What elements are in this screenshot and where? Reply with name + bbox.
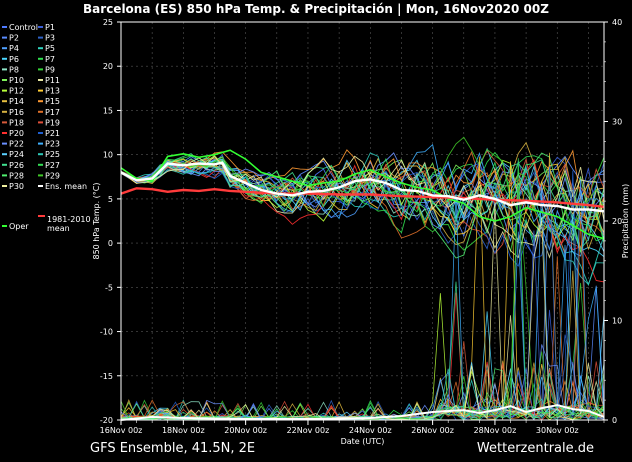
legend-label: 1981-2010	[47, 215, 91, 224]
x-tick-label: 20Nov 00z	[224, 426, 267, 435]
legend-label: P22	[9, 140, 24, 149]
x-tick-label: 24Nov 00z	[349, 426, 392, 435]
legend-label: P23	[45, 140, 60, 149]
legend-label: P7	[45, 55, 55, 64]
mean-lines	[120, 149, 605, 421]
legend-label: P1	[45, 23, 55, 32]
model-info: GFS Ensemble, 41.5N, 2E	[90, 441, 256, 456]
legend-label: P29	[45, 171, 60, 180]
x-tick-label: 16Nov 00z	[100, 426, 143, 435]
legend-label: P2	[9, 34, 19, 43]
legend-label: P30	[9, 182, 24, 191]
y2-tick-label: 10	[612, 317, 622, 326]
precip-ens-mean-line	[120, 404, 605, 421]
legend: Control P1 P2 P3 P4 P5 P6 P7 P8 P9 P10 P11 P12 P13 P14…	[2, 23, 91, 233]
y-tick-label: 10	[103, 151, 113, 160]
legend-label: P6	[9, 55, 19, 64]
legend-label: P26	[9, 161, 24, 170]
y2-axis-label: Precipitation (mm)	[621, 184, 630, 258]
y2-tick-label: 40	[612, 18, 622, 27]
member-line-p16	[120, 141, 605, 251]
legend-label: P18	[9, 118, 24, 127]
member-line-p29	[120, 136, 605, 239]
legend-label: Oper	[9, 222, 29, 231]
legend-label: P4	[9, 44, 19, 53]
member-lines	[120, 136, 605, 287]
legend-label: P3	[45, 34, 55, 43]
legend-label: P21	[45, 129, 60, 138]
y2-tick-label: 30	[612, 118, 622, 127]
y-tick-label: -5	[105, 283, 113, 292]
legend-label: P24	[9, 150, 24, 159]
y-tick-label: -20	[100, 416, 113, 425]
chart-title: Barcelona (ES) 850 hPa Temp. & Precipita…	[83, 2, 549, 16]
legend-label: P15	[45, 97, 60, 106]
legend-label: P16	[9, 108, 24, 117]
legend-label: P20	[9, 129, 24, 138]
y-tick-label: 15	[103, 106, 113, 115]
member-line-p30	[120, 155, 605, 246]
member-line-p5	[120, 156, 605, 287]
y-tick-label: 5	[108, 195, 113, 204]
y-tick-label: 20	[103, 62, 113, 71]
legend-label: P27	[45, 161, 60, 170]
legend-label: Ens. mean	[45, 182, 87, 191]
member-line-p25	[120, 152, 605, 286]
member-line-p23	[120, 143, 605, 257]
legend-label: P13	[45, 87, 60, 96]
x-tick-label: 30Nov 00z	[536, 426, 579, 435]
legend-label: P14	[9, 97, 24, 106]
y2-tick-label: 0	[612, 416, 617, 425]
legend-label: P17	[45, 108, 60, 117]
y-axis-label: 850 hPa Temp. (°C)	[92, 182, 101, 259]
y-tick-label: -15	[100, 372, 113, 381]
legend-label: P28	[9, 171, 24, 180]
source-credit: Wetterzentrale.de	[476, 441, 594, 456]
legend-label: P19	[45, 118, 60, 127]
legend-label: Control	[9, 23, 38, 32]
member-line-p17	[120, 150, 605, 255]
legend-label: P9	[45, 65, 55, 74]
legend-label: P8	[9, 65, 19, 74]
oper-line	[120, 149, 605, 240]
y-tick-label: 0	[108, 239, 113, 248]
legend-label: P5	[45, 44, 55, 53]
x-axis-label: Date (UTC)	[341, 437, 385, 446]
legend-label: P25	[45, 150, 60, 159]
x-tick-label: 18Nov 00z	[162, 426, 205, 435]
x-tick-label: 28Nov 00z	[474, 426, 517, 435]
precip-line-p17	[120, 220, 605, 421]
y-tick-label: 25	[103, 18, 113, 27]
legend-label: mean	[47, 224, 70, 233]
legend-label: P11	[45, 76, 60, 85]
y-tick-label: -10	[100, 328, 113, 337]
member-line-p14	[120, 157, 605, 229]
legend-label: P10	[9, 76, 24, 85]
x-tick-label: 22Nov 00z	[287, 426, 330, 435]
x-tick-label: 26Nov 00z	[411, 426, 454, 435]
y2-tick-label: 20	[612, 217, 622, 226]
ens-mean-line	[120, 161, 605, 213]
axes: 25 20 15 10 5 0 -5 -10 -15 -20 40 30 20 10 0 16Nov 00z 1…	[92, 18, 630, 446]
climate-mean-line	[120, 187, 605, 208]
member-line-p18	[120, 150, 605, 205]
legend-label: P12	[9, 87, 24, 96]
grid	[120, 21, 604, 421]
